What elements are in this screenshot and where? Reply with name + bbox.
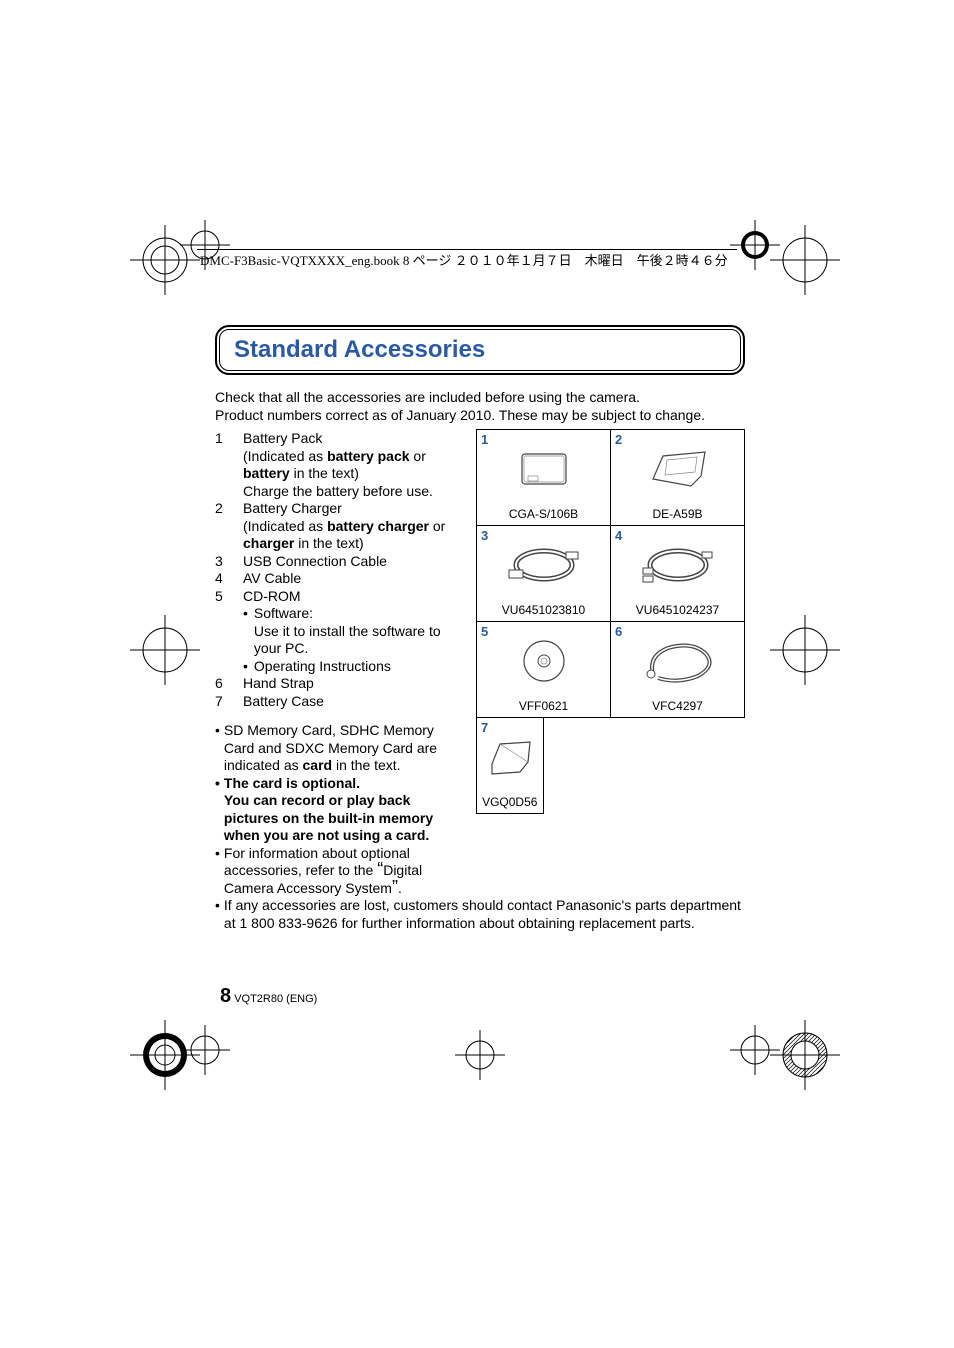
cell-number: 7 — [481, 720, 488, 735]
accessory-numbered-list: 1 Battery Pack (Indicated as battery pac… — [215, 430, 465, 710]
registration-mark-icon — [455, 1030, 505, 1080]
intro-text: Check that all the accessories are inclu… — [215, 389, 745, 424]
cell-label: DE-A59B — [611, 507, 744, 525]
item-number: 2 — [215, 500, 225, 553]
accessory-cell: 4 VU6451024237 — [610, 525, 745, 622]
item-name: Battery Case — [243, 693, 324, 709]
page-footer: 8 VQT2R80 (ENG) — [220, 985, 317, 1008]
note-item: • The card is optional.You can record or… — [215, 775, 465, 845]
item-name: USB Connection Cable — [243, 553, 387, 569]
accessory-cell: 5 VFF0621 — [476, 621, 611, 718]
cell-label: VFF0621 — [477, 699, 610, 717]
cell-label: VU6451024237 — [611, 603, 744, 621]
page-number: 8 — [220, 985, 231, 1007]
accessory-cell: 6 VFC4297 — [610, 621, 745, 718]
list-item: 7 Battery Case — [215, 693, 465, 711]
item-number: 3 — [215, 553, 225, 571]
cell-number: 5 — [481, 624, 488, 639]
cell-number: 3 — [481, 528, 488, 543]
accessory-grid: 1 CGA-S/106B 2 DE-A59B 3 — [477, 430, 745, 814]
item-name: AV Cable — [243, 570, 301, 586]
intro-line-2: Product numbers correct as of January 20… — [215, 407, 745, 425]
title-frame: Standard Accessories — [215, 325, 745, 375]
item-number: 7 — [215, 693, 225, 711]
item-name: Battery Charger — [243, 500, 342, 516]
item-number: 4 — [215, 570, 225, 588]
print-header-text: DMC-F3Basic-VQTXXXX_eng.book 8 ページ ２０１０年… — [200, 250, 728, 269]
accessory-cell: 2 DE-A59B — [610, 429, 745, 526]
item-number: 6 — [215, 675, 225, 693]
cell-number: 2 — [615, 432, 622, 447]
note-item: • SD Memory Card, SDHC Memory Card and S… — [215, 722, 465, 775]
wide-notes: • If any accessories are lost, customers… — [215, 897, 745, 932]
list-item: 6 Hand Strap — [215, 675, 465, 693]
page-title: Standard Accessories — [234, 336, 726, 364]
battery-charger-icon — [611, 430, 744, 507]
registration-mark-icon — [180, 1025, 230, 1075]
hand-strap-icon — [611, 622, 744, 699]
item-name: Battery Pack — [243, 430, 322, 446]
item-number: 5 — [215, 588, 225, 676]
battery-pack-icon — [477, 430, 610, 507]
note-item: • If any accessories are lost, customers… — [215, 897, 745, 932]
crop-mark-icon — [770, 615, 840, 685]
cell-label: VFC4297 — [611, 699, 744, 717]
av-cable-icon — [611, 526, 744, 603]
accessory-cell: 1 CGA-S/106B — [476, 429, 611, 526]
cell-label: VGQ0D56 — [477, 795, 543, 813]
intro-line-1: Check that all the accessories are inclu… — [215, 389, 745, 407]
footer-code: VQT2R80 (ENG) — [234, 993, 317, 1005]
cdrom-icon — [477, 622, 610, 699]
item-name: CD-ROM — [243, 588, 301, 604]
accessory-cell: 7 VGQ0D56 — [476, 717, 544, 814]
item-name: Hand Strap — [243, 675, 314, 691]
cell-number: 1 — [481, 432, 488, 447]
list-item: 2 Battery Charger (Indicated as battery … — [215, 500, 465, 553]
list-item: 1 Battery Pack (Indicated as battery pac… — [215, 430, 465, 500]
crop-mark-icon — [130, 615, 200, 685]
notes-list: • SD Memory Card, SDHC Memory Card and S… — [215, 722, 465, 897]
cell-label: VU6451023810 — [477, 603, 610, 621]
note-item: • For information about optional accesso… — [215, 845, 465, 898]
accessory-cell: 3 VU6451023810 — [476, 525, 611, 622]
list-item: 3 USB Connection Cable — [215, 553, 465, 571]
list-item: 5 CD-ROM •Software:Use it to install the… — [215, 588, 465, 676]
usb-cable-icon — [477, 526, 610, 603]
item-number: 1 — [215, 430, 225, 500]
list-item: 4 AV Cable — [215, 570, 465, 588]
cell-label: CGA-S/106B — [477, 507, 610, 525]
cell-number: 6 — [615, 624, 622, 639]
cell-number: 4 — [615, 528, 622, 543]
crop-mark-icon — [770, 1020, 840, 1090]
crop-mark-icon — [770, 225, 840, 295]
